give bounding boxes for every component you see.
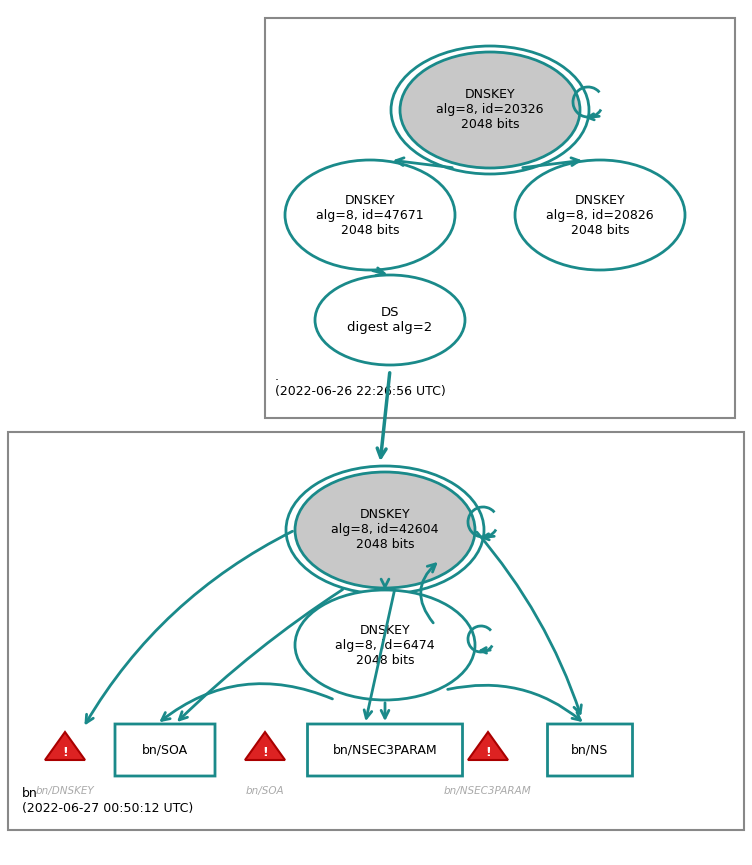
Text: .
(2022-06-26 22:26:56 UTC): . (2022-06-26 22:26:56 UTC) — [275, 370, 446, 398]
Text: DNSKEY
alg=8, id=20826
2048 bits: DNSKEY alg=8, id=20826 2048 bits — [546, 194, 653, 236]
Text: !: ! — [485, 746, 491, 759]
Polygon shape — [468, 732, 508, 760]
FancyBboxPatch shape — [265, 18, 735, 418]
Text: DNSKEY
alg=8, id=20326
2048 bits: DNSKEY alg=8, id=20326 2048 bits — [436, 88, 544, 131]
Ellipse shape — [315, 275, 465, 365]
FancyBboxPatch shape — [308, 724, 462, 776]
Text: bn/DNSKEY: bn/DNSKEY — [35, 786, 94, 796]
Ellipse shape — [295, 590, 475, 700]
Text: bn/NSEC3PARAM: bn/NSEC3PARAM — [444, 786, 532, 796]
Polygon shape — [245, 732, 285, 760]
Text: DNSKEY
alg=8, id=42604
2048 bits: DNSKEY alg=8, id=42604 2048 bits — [331, 509, 438, 552]
Text: bn/SOA: bn/SOA — [246, 786, 284, 796]
Text: DS
digest alg=2: DS digest alg=2 — [347, 306, 432, 334]
Text: DNSKEY
alg=8, id=47671
2048 bits: DNSKEY alg=8, id=47671 2048 bits — [316, 194, 424, 236]
Ellipse shape — [515, 160, 685, 270]
FancyBboxPatch shape — [8, 432, 744, 830]
Text: bn/NS: bn/NS — [572, 744, 608, 757]
FancyBboxPatch shape — [115, 724, 215, 776]
Text: bn
(2022-06-27 00:50:12 UTC): bn (2022-06-27 00:50:12 UTC) — [22, 787, 193, 815]
Text: DNSKEY
alg=8, id=6474
2048 bits: DNSKEY alg=8, id=6474 2048 bits — [335, 624, 435, 667]
Text: !: ! — [262, 746, 268, 759]
Ellipse shape — [285, 160, 455, 270]
Text: bn/SOA: bn/SOA — [142, 744, 188, 757]
FancyBboxPatch shape — [547, 724, 632, 776]
Ellipse shape — [400, 52, 580, 168]
Ellipse shape — [295, 472, 475, 588]
Text: bn/NSEC3PARAM: bn/NSEC3PARAM — [332, 744, 438, 757]
Text: !: ! — [62, 746, 68, 759]
Polygon shape — [45, 732, 85, 760]
